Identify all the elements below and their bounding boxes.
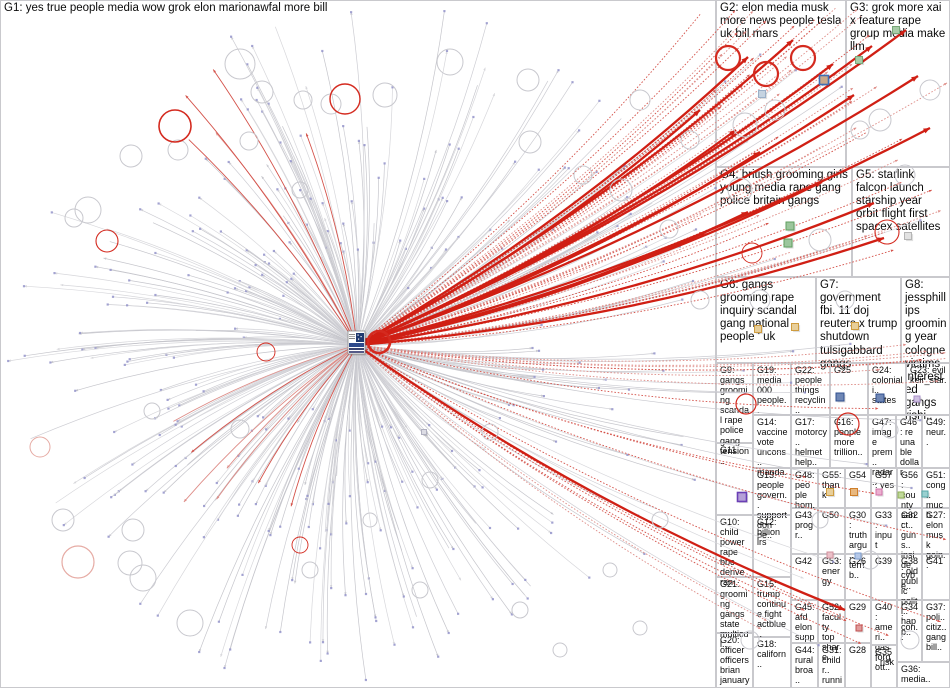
group-box-label-g29: G29 — [849, 602, 867, 612]
group-box-g50[interactable]: G50 — [818, 508, 845, 554]
group-box-g28[interactable]: G28 — [845, 643, 871, 688]
group-box-g36[interactable]: G36: media.. — [897, 662, 950, 688]
group-box-g54[interactable]: G54 — [845, 468, 871, 508]
group-box-g52[interactable]: G52: faculty top share.. — [818, 600, 845, 662]
group-box-g45[interactable]: G45: afd elon supp.. — [791, 600, 818, 652]
group-box-label-g2: G2: elon media musk more news people tes… — [720, 2, 842, 41]
group-box-g14[interactable]: G14: vaccine vote uncons.. manda.. — [753, 415, 791, 487]
group-box-g53[interactable]: G53: energy — [818, 554, 845, 600]
group-box-g1[interactable]: G1: yes true people media wow grok elon … — [0, 0, 716, 688]
group-box-label-g4: G4: british grooming girls young media r… — [720, 169, 848, 208]
group-box-label-g25: G25 — [834, 365, 852, 375]
group-box-g51[interactable]: G51: cong.. much — [922, 468, 950, 520]
group-box-g29[interactable]: G29 — [845, 600, 871, 643]
group-box-g24[interactable]: G24: coloniali.. states — [868, 363, 906, 415]
group-box-label-g57: G57: yes — [875, 470, 895, 491]
group-box-label-g17: G17: motorcy.. helmet help.. — [795, 417, 828, 468]
group-box-g37[interactable]: G37: poli.. citiz.. gang bill.. — [922, 600, 950, 662]
group-box-g20[interactable]: G20: officer officers brian january.. — [716, 633, 753, 688]
group-box-label-g22: G22: people things recyclin.. — [795, 365, 826, 416]
group-box-g56[interactable]: G56: county sanct.. — [897, 468, 922, 530]
group-box-g31[interactable]: G31: childr.. runni.. kingd.. — [818, 643, 845, 688]
group-box-label-g24: G24: coloniali.. states — [872, 365, 903, 406]
group-box-g27[interactable]: G27: elon musk goin.. — [922, 508, 950, 570]
group-box-g9[interactable]: G9: gangs grooming scandal rape police g… — [716, 363, 753, 466]
group-box-label-g26: G26 — [849, 556, 867, 566]
group-box-label-g43: G43 — [795, 510, 813, 520]
group-box-label-g53: G53: energy — [822, 556, 842, 587]
group-box-g11[interactable]: G11 — [716, 443, 753, 515]
group-box-label-g12: G12: billion irs — [757, 517, 781, 548]
group-box-label-g23: G23: evil keir_star.. — [910, 365, 947, 396]
group-box-label-g49: G49: neur.. — [926, 417, 947, 448]
group-box-g46[interactable]: G46: re unable dollar.. — [896, 415, 922, 477]
group-box-g2[interactable]: G2: elon media musk more news people tes… — [716, 0, 846, 167]
group-box-g21[interactable]: G21: grooming gangs state multicul.. — [716, 577, 753, 649]
group-box-g48[interactable]: G48: people hom.. progr.. — [791, 468, 818, 540]
group-box-g39[interactable]: G39 — [871, 554, 897, 600]
group-box-g42[interactable]: G42 — [791, 554, 818, 600]
group-box-label-g3: G3: grok more xai x feature rape group m… — [850, 2, 946, 54]
group-box-g13[interactable]: G13: people govern.. support don pe.. — [753, 468, 791, 540]
group-box-g30[interactable]: G30: truth argu.. terrib.. — [845, 508, 871, 580]
group-box-label-g54: G54 — [849, 470, 867, 480]
group-box-g23[interactable]: G23: evil keir_star.. — [906, 363, 950, 415]
group-box-label-g36: G36: media.. — [901, 664, 931, 685]
group-box-label-g39: G39 — [875, 556, 893, 566]
group-box-g4[interactable]: G4: british grooming girls young media r… — [716, 167, 852, 277]
group-box-g57[interactable]: G57: yes — [871, 468, 897, 508]
group-box-label-g34: G34: con.. — [901, 602, 919, 643]
group-box-g15[interactable]: G15: trump continue fight actblue.. — [753, 577, 791, 640]
group-box-g34[interactable]: G34: con.. — [897, 600, 922, 662]
group-box-label-g55: G55: thank — [822, 470, 842, 501]
group-box-g43[interactable]: G43 — [791, 508, 818, 554]
group-box-g49[interactable]: G49: neur.. — [922, 415, 950, 468]
group-box-label-g7: G7: government fbi. 11 doj reuters x tru… — [820, 279, 898, 370]
group-box-g40[interactable]: G40: ameri.. gas forgott.. — [871, 600, 897, 672]
group-box-label-g28: G28 — [849, 645, 867, 655]
group-box-g5[interactable]: G5: starlink falcon launch starship year… — [852, 167, 950, 277]
group-box-g22[interactable]: G22: people things recyclin.. — [791, 363, 830, 415]
group-box-label-g35: G35: risk — [875, 647, 894, 668]
group-box-label-g41: G41 — [926, 556, 944, 566]
group-box-g7[interactable]: G7: government fbi. 11 doj reuters x tru… — [816, 277, 901, 370]
group-box-g18[interactable]: G18: californ.. — [753, 637, 791, 688]
group-box-g32[interactable]: G32: guns.. inside cybe.. — [897, 508, 922, 591]
group-box-g6[interactable]: G6: gangs grooming rape inquiry scandal … — [716, 277, 816, 363]
group-box-label-g15: G15: trump continue fight actblue.. — [757, 579, 787, 640]
group-box-g16[interactable]: G16: people more trillion.. — [830, 415, 868, 468]
group-box-g26[interactable]: G26 — [845, 554, 871, 600]
group-box-g25[interactable]: G25 — [830, 363, 868, 415]
group-box-g19[interactable]: G19: media 000 people.. — [753, 363, 791, 415]
group-box-g10[interactable]: G10: child power rape bbc derive ran — [716, 515, 753, 587]
group-box-label-g20: G20: officer officers brian january.. — [720, 635, 750, 688]
group-box-label-g16: G16: people more trillion.. — [834, 417, 863, 458]
group-box-g35[interactable]: G35: risk — [871, 645, 897, 688]
group-box-g41[interactable]: G41 — [922, 554, 950, 600]
group-box-g8[interactable]: G8: jessphillips grooming year cologne v… — [901, 277, 950, 422]
group-box-g17[interactable]: G17: motorcy.. helmet help.. — [791, 415, 830, 468]
group-box-label-g33: G33: input — [875, 510, 893, 551]
group-box-g33[interactable]: G33: input — [871, 508, 897, 554]
group-box-g12[interactable]: G12: billion irs — [753, 515, 791, 577]
group-box-label-g42: G42 — [795, 556, 813, 566]
group-box-label-g5: G5: starlink falcon launch starship year… — [856, 169, 941, 234]
group-box-label-g18: G18: californ.. — [757, 639, 787, 670]
group-box-label-g19: G19: media 000 people.. — [757, 365, 787, 416]
group-box-label-g44: G44: rural broa.. meant — [795, 645, 815, 688]
group-box-g3[interactable]: G3: grok more xai x feature rape group m… — [846, 0, 950, 167]
group-box-label-g31: G31: childr.. runni.. kingd.. — [822, 645, 843, 688]
group-box-g38[interactable]: G38: old public politi.. happ.. — [897, 554, 922, 637]
group-box-label-g50: G50 — [822, 510, 840, 520]
group-box-label-g37: G37: poli.. citiz.. gang bill.. — [926, 602, 947, 653]
group-box-g47[interactable]: G47: image prem.. radar.. — [868, 415, 896, 487]
group-box-label-g1: G1: yes true people media wow grok elon … — [4, 2, 328, 14]
group-box-label-g11: G11 — [720, 445, 737, 455]
group-box-label-g6: G6: gangs grooming rape inquiry scandal … — [720, 279, 797, 344]
group-box-g55[interactable]: G55: thank — [818, 468, 845, 508]
group-box-g44[interactable]: G44: rural broa.. meant — [791, 643, 818, 688]
